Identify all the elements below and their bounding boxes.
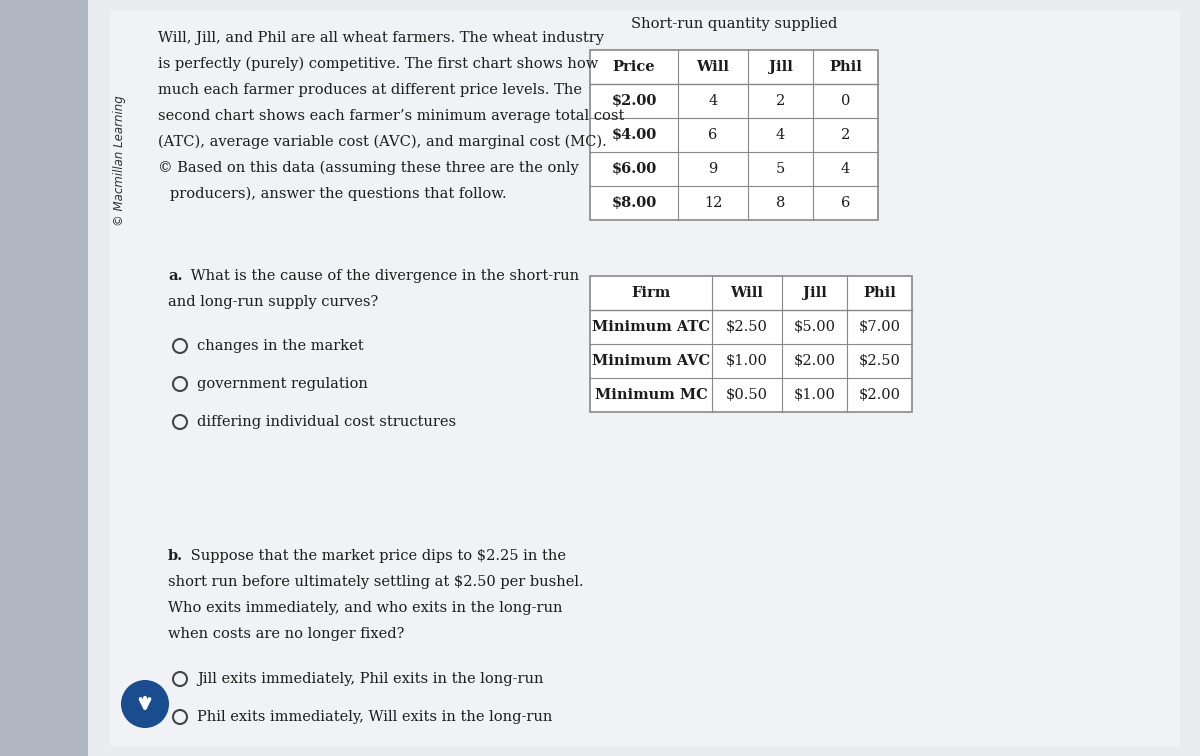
Text: 4: 4 [776,128,785,142]
Text: second chart shows each farmer’s minimum average total cost: second chart shows each farmer’s minimum… [158,109,624,123]
Text: $1.00: $1.00 [793,388,835,402]
Text: 4: 4 [708,94,718,108]
Bar [0,0,88,756]
Text: Jill: Jill [768,60,792,74]
Text: Phil: Phil [829,60,862,74]
Text: Suppose that the market price dips to $2.25 in the: Suppose that the market price dips to $2… [186,549,566,563]
Text: 9: 9 [708,162,718,176]
Text: $2.50: $2.50 [726,320,768,334]
Text: Jill exits immediately, Phil exits in the long-run: Jill exits immediately, Phil exits in th… [197,672,544,686]
Text: Firm: Firm [631,286,671,300]
Bar [590,276,912,412]
Text: $5.00: $5.00 [793,320,835,334]
Text: 5: 5 [776,162,785,176]
Text: Minimum ATC: Minimum ATC [592,320,710,334]
Text: 6: 6 [841,196,850,210]
Text: Will: Will [731,286,763,300]
Text: $2.50: $2.50 [858,354,900,368]
Text: 6: 6 [708,128,718,142]
Text: is perfectly (purely) competitive. The first chart shows how: is perfectly (purely) competitive. The f… [158,57,599,71]
Text: © Based on this data (assuming these three are the only: © Based on this data (assuming these thr… [158,161,578,175]
Text: (ATC), average variable cost (AVC), and marginal cost (MC).: (ATC), average variable cost (AVC), and … [158,135,607,149]
Text: $2.00: $2.00 [858,388,900,402]
Text: $1.00: $1.00 [726,354,768,368]
Text: Minimum AVC: Minimum AVC [592,354,710,368]
Text: 4: 4 [841,162,850,176]
Text: and long-run supply curves?: and long-run supply curves? [168,295,378,309]
Text: $8.00: $8.00 [611,196,656,210]
Text: 2: 2 [841,128,850,142]
Text: $4.00: $4.00 [611,128,656,142]
Text: short run before ultimately settling at $2.50 per bushel.: short run before ultimately settling at … [168,575,583,589]
Text: Will: Will [696,60,730,74]
Text: government regulation: government regulation [197,377,368,391]
Bar [590,50,878,220]
Text: 12: 12 [704,196,722,210]
Text: producers), answer the questions that follow.: producers), answer the questions that fo… [170,187,506,201]
Text: $7.00: $7.00 [858,320,900,334]
Text: changes in the market: changes in the market [197,339,364,353]
Text: Will, Jill, and Phil are all wheat farmers. The wheat industry: Will, Jill, and Phil are all wheat farme… [158,31,604,45]
Text: differing individual cost structures: differing individual cost structures [197,415,456,429]
Text: 8: 8 [776,196,785,210]
Text: Short-run quantity supplied: Short-run quantity supplied [631,17,838,31]
Text: Phil exits immediately, Will exits in the long-run: Phil exits immediately, Will exits in th… [197,710,552,724]
Text: Phil: Phil [863,286,896,300]
Text: a.: a. [168,269,182,283]
Bar [110,10,1180,746]
Text: 0: 0 [841,94,850,108]
Text: Jill: Jill [803,286,827,300]
Text: $6.00: $6.00 [611,162,656,176]
Text: $0.50: $0.50 [726,388,768,402]
Text: when costs are no longer fixed?: when costs are no longer fixed? [168,627,404,641]
Text: What is the cause of the divergence in the short-run: What is the cause of the divergence in t… [186,269,580,283]
Text: Who exits immediately, and who exits in the long-run: Who exits immediately, and who exits in … [168,601,563,615]
Text: © Macmillan Learning: © Macmillan Learning [114,95,126,226]
Text: $2.00: $2.00 [611,94,656,108]
Text: Price: Price [613,60,655,74]
Circle shape [121,680,169,728]
Text: $2.00: $2.00 [793,354,835,368]
Text: Minimum MC: Minimum MC [595,388,707,402]
Text: 2: 2 [776,94,785,108]
Text: b.: b. [168,549,184,563]
Text: much each farmer produces at different price levels. The: much each farmer produces at different p… [158,83,582,97]
